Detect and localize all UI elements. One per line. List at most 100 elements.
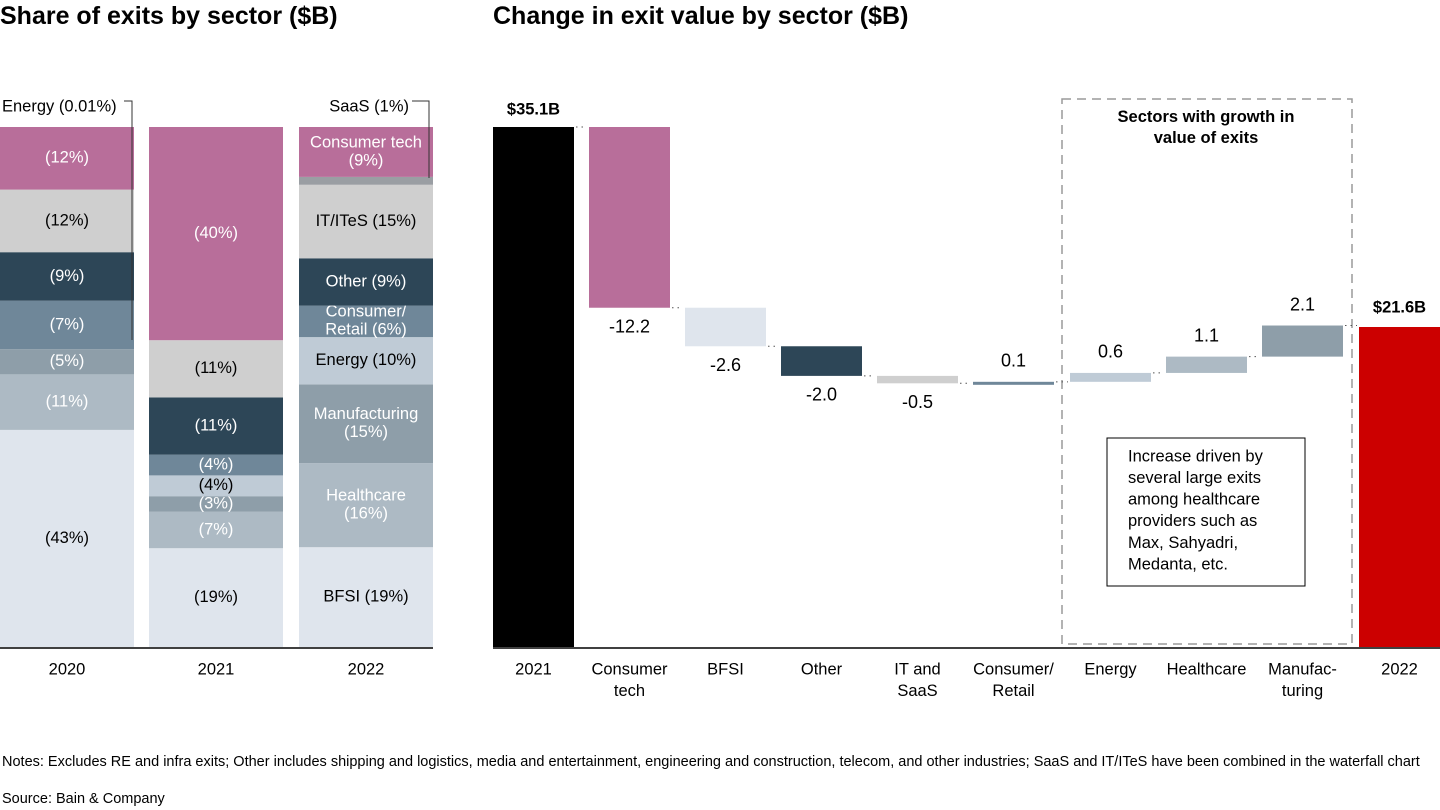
waterfall-step-value: -12.2 bbox=[609, 316, 650, 336]
waterfall-category-label: IT and bbox=[894, 660, 940, 678]
stacked-category-label: 2022 bbox=[348, 660, 385, 678]
stacked-segment-label: Retail (6%) bbox=[325, 321, 407, 339]
stacked-segment bbox=[299, 258, 433, 306]
waterfall-chart-title: Change in exit value by sector ($B) bbox=[493, 2, 909, 30]
waterfall-category-label: Consumer/ bbox=[973, 660, 1054, 678]
waterfall-step-bar bbox=[973, 381, 1054, 385]
stacked-segment-label: (43%) bbox=[45, 529, 89, 547]
stacked-segment-label: (7%) bbox=[50, 315, 85, 333]
waterfall-category-label: Other bbox=[801, 660, 843, 678]
stacked-segment-label: (12%) bbox=[45, 149, 89, 167]
stacked-segment-label: (16%) bbox=[344, 505, 388, 523]
waterfall-step-value: -0.5 bbox=[902, 392, 933, 412]
waterfall-category-label: turing bbox=[1282, 682, 1323, 700]
stacked-chart-title: Share of exits by sector ($B) bbox=[0, 2, 338, 30]
stacked-segment-label: (9%) bbox=[349, 151, 384, 169]
stacked-segment bbox=[0, 189, 134, 253]
waterfall-step-bar bbox=[685, 307, 766, 347]
waterfall-step-bar bbox=[781, 346, 862, 376]
stacked-segment bbox=[149, 548, 283, 647]
waterfall-step-value: -2.6 bbox=[710, 355, 741, 375]
stacked-segment-label: (4%) bbox=[199, 455, 234, 473]
waterfall-end-value: $21.6B bbox=[1373, 298, 1426, 316]
stacked-segment bbox=[0, 349, 134, 375]
stacked-segment bbox=[299, 337, 433, 385]
stacked-segment bbox=[149, 511, 283, 549]
stacked-segment-label: (40%) bbox=[194, 224, 238, 242]
healthcare-note-text: Max, Sahyadri, bbox=[1128, 534, 1238, 552]
saas-callout-line bbox=[412, 100, 430, 178]
stacked-segment bbox=[149, 127, 283, 341]
saas-callout-label: SaaS (1%) bbox=[329, 97, 409, 115]
stacked-segment-label: Consumer/ bbox=[326, 303, 407, 321]
stacked-segment bbox=[0, 374, 134, 430]
stacked-segment bbox=[149, 475, 283, 497]
stacked-segment bbox=[0, 429, 134, 647]
stacked-segment-label: (9%) bbox=[50, 267, 85, 285]
waterfall-category-label: 2022 bbox=[1381, 660, 1418, 678]
stacked-segment-label: (11%) bbox=[195, 359, 238, 377]
growth-highlight-title: value of exits bbox=[1154, 129, 1259, 147]
stacked-segment-label: Energy (10%) bbox=[316, 351, 417, 369]
waterfall-category-label: Retail bbox=[992, 682, 1034, 700]
stacked-segment bbox=[299, 547, 433, 647]
waterfall-category-label: Manufac- bbox=[1268, 660, 1337, 678]
stacked-segment bbox=[149, 496, 283, 512]
waterfall-step-value: 2.1 bbox=[1290, 294, 1315, 314]
stacked-segment bbox=[299, 463, 433, 548]
stacked-segment-label: (3%) bbox=[199, 494, 234, 512]
waterfall-end-bar bbox=[1359, 327, 1440, 647]
waterfall-category-label: Healthcare bbox=[1167, 660, 1247, 678]
stacked-segment-label: (7%) bbox=[199, 520, 234, 538]
stacked-segment bbox=[149, 397, 283, 455]
waterfall-category-label: tech bbox=[614, 682, 645, 700]
stacked-segment-label: (11%) bbox=[46, 393, 89, 411]
stacked-segment-label: BFSI (19%) bbox=[323, 587, 408, 605]
energy-callout-line bbox=[124, 100, 133, 340]
chart-source: Source: Bain & Company bbox=[2, 791, 165, 807]
waterfall-start-bar bbox=[493, 127, 574, 647]
stacked-segment-label: (4%) bbox=[199, 476, 234, 494]
waterfall-step-value: 0.6 bbox=[1098, 342, 1123, 362]
stacked-segment-label: Other (9%) bbox=[326, 272, 407, 290]
healthcare-note-text: providers such as bbox=[1128, 512, 1257, 530]
waterfall-step-value: -2.0 bbox=[806, 385, 837, 405]
waterfall-step-bar bbox=[1166, 356, 1247, 373]
stacked-segment-label: (15%) bbox=[344, 423, 388, 441]
healthcare-note-text: Medanta, etc. bbox=[1128, 555, 1228, 573]
waterfall-step-bar bbox=[589, 127, 670, 308]
energy-callout-label: Energy (0.01%) bbox=[2, 97, 117, 115]
stacked-segment bbox=[299, 184, 433, 259]
stacked-segment bbox=[149, 340, 283, 398]
stacked-segment bbox=[299, 305, 433, 338]
waterfall-category-label: Energy bbox=[1084, 660, 1137, 678]
stacked-segment bbox=[299, 384, 433, 464]
stacked-category-label: 2020 bbox=[49, 660, 86, 678]
healthcare-note-text: several large exits bbox=[1128, 469, 1261, 487]
healthcare-note-text: Increase driven by bbox=[1128, 447, 1264, 465]
stacked-segment-label: (12%) bbox=[45, 211, 89, 229]
waterfall-step-bar bbox=[1262, 325, 1343, 357]
stacked-segment-label: (19%) bbox=[194, 588, 238, 606]
stacked-segment bbox=[0, 127, 134, 190]
stacked-segment bbox=[299, 127, 433, 177]
waterfall-category-label: 2021 bbox=[515, 660, 552, 678]
stacked-segment-label: Healthcare bbox=[326, 487, 406, 505]
stacked-segment bbox=[0, 252, 134, 301]
waterfall-start-value: $35.1B bbox=[507, 100, 560, 118]
healthcare-note-box bbox=[1106, 437, 1306, 587]
waterfall-step-bar bbox=[877, 375, 958, 384]
waterfall-category-label: BFSI bbox=[707, 660, 744, 678]
stacked-category-label: 2021 bbox=[198, 660, 235, 678]
stacked-segment-label: IT/ITeS (15%) bbox=[316, 212, 417, 230]
healthcare-note-text: among healthcare bbox=[1128, 491, 1260, 509]
charts-canvas: (43%) (11%) (5%) (7%) (9%) (12%) (12%) 2020 (19%… bbox=[0, 97, 1440, 700]
waterfall-step-value: 1.1 bbox=[1194, 325, 1219, 345]
waterfall-category-label: SaaS bbox=[897, 682, 937, 700]
waterfall-step-value: 0.1 bbox=[1001, 351, 1026, 371]
growth-highlight-title: Sectors with growth in bbox=[1118, 108, 1295, 126]
growth-highlight-box bbox=[1061, 98, 1353, 645]
waterfall-category-label: Consumer bbox=[591, 660, 668, 678]
stacked-segment bbox=[299, 176, 433, 185]
stacked-segment-label: Manufacturing bbox=[314, 405, 419, 423]
